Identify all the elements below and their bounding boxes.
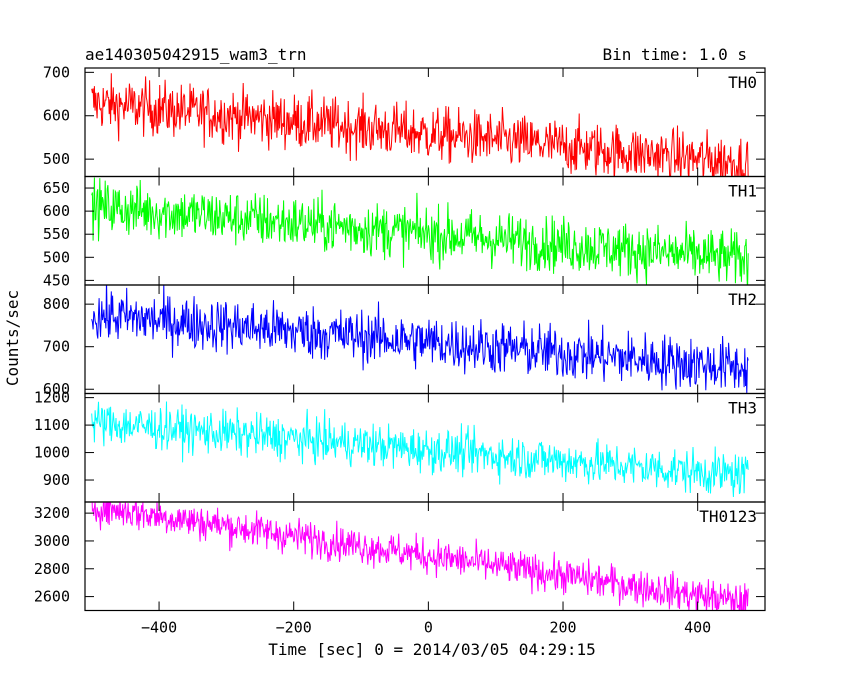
y-tick-label: 550	[43, 225, 70, 243]
y-tick-label: 2600	[34, 588, 70, 606]
panel-th0123: 2600 2800 3000 3200 TH0123	[34, 501, 766, 612]
x-axis-label: Time [sec] 0 = 2014/03/05 04:29:15	[268, 640, 596, 659]
y-tick-label: 700	[43, 338, 70, 356]
x-tick-label: 0	[424, 619, 433, 637]
y-tick-label: 450	[43, 271, 70, 289]
y-tick-label: 700	[43, 63, 70, 81]
x-axis: −400 −200 0 200 400	[141, 619, 711, 637]
y-tick-label: 2800	[34, 560, 70, 578]
series-label: TH0	[728, 73, 757, 92]
y-tick-label: 800	[43, 295, 70, 313]
series-label: TH0123	[699, 507, 757, 526]
x-tick-label: −200	[276, 619, 312, 637]
y-tick-label: 600	[43, 202, 70, 220]
y-axis-label: Counts/sec	[3, 290, 22, 386]
y-tick-label: 500	[43, 248, 70, 266]
y-tick-label: 650	[43, 179, 70, 197]
y-tick-label: 3000	[34, 532, 70, 550]
panel-th2: 600 700 800 TH2	[43, 284, 766, 398]
panel-th3: 900 1000 1100 1200 TH3	[34, 389, 766, 503]
y-tick-label: 1000	[34, 444, 70, 462]
x-tick-label: −400	[141, 619, 177, 637]
series-label: TH1	[728, 182, 757, 201]
series-line-th3	[91, 401, 749, 498]
panel-frame	[84, 501, 766, 612]
x-tick-label: 200	[549, 619, 576, 637]
series-label: TH3	[728, 399, 757, 418]
y-tick-label: 500	[43, 150, 70, 168]
bin-time-label: Bin time: 1.0 s	[603, 45, 748, 64]
series-line-th0	[91, 73, 749, 177]
y-tick-label: 600	[43, 380, 70, 398]
panel-th1: 450 500 550 600 650 TH1	[43, 175, 766, 289]
y-tick-label: 1200	[34, 389, 70, 407]
panels: 500 600 700 TH0 450 500 550 600 650 TH1 600 700 800 T…	[34, 63, 766, 612]
series-line-th0123	[91, 502, 749, 611]
x-tick-label: 400	[684, 619, 711, 637]
chart-title: ae140305042915_wam3_trn	[85, 45, 307, 64]
y-tick-label: 900	[43, 471, 70, 489]
series-line-th2	[91, 285, 749, 394]
y-tick-label: 1100	[34, 416, 70, 434]
panel-frame	[84, 392, 766, 503]
y-tick-label: 3200	[34, 504, 70, 522]
series-line-th1	[91, 177, 749, 285]
series-label: TH2	[728, 290, 757, 309]
y-tick-label: 600	[43, 107, 70, 125]
